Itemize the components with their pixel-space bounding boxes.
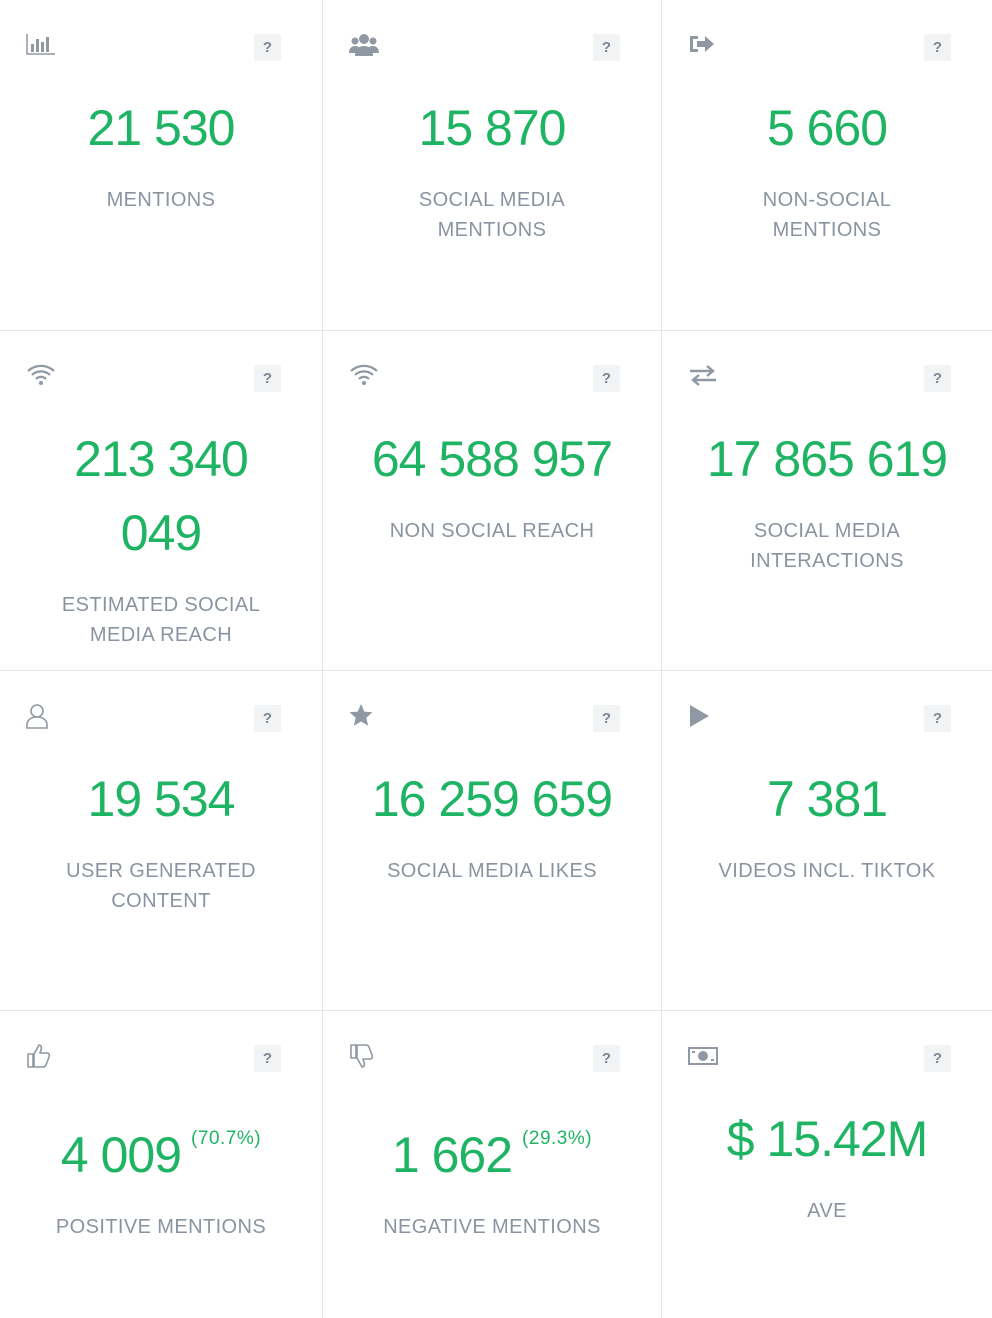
metric-tile: ? 15 870 SOCIAL MEDIA MENTIONS bbox=[323, 0, 662, 331]
metric-label: MENTIONS bbox=[106, 189, 216, 211]
help-button[interactable]: ? bbox=[924, 365, 951, 392]
metric-value: 213 340 049 bbox=[30, 422, 292, 570]
metric-label: NON SOCIAL REACH bbox=[389, 520, 595, 542]
metric-number: 7 381 bbox=[766, 771, 888, 827]
metric-icon bbox=[26, 363, 56, 389]
metric-icon bbox=[349, 1043, 379, 1069]
help-button[interactable]: ? bbox=[593, 34, 620, 61]
help-button[interactable]: ? bbox=[254, 365, 281, 392]
help-button[interactable]: ? bbox=[924, 34, 951, 61]
metric-value: 5 660 bbox=[692, 91, 962, 165]
metric-number: 19 534 bbox=[87, 771, 236, 827]
metric-tile: ? 7 381 VIDEOS INCL. TIKTOK bbox=[662, 671, 992, 1011]
metric-label: NON-SOCIAL MENTIONS bbox=[762, 189, 892, 241]
metric-share: (70.7%) bbox=[191, 1128, 262, 1149]
metric-value: $ 15.42M bbox=[692, 1102, 962, 1176]
metric-value: 7 381 bbox=[692, 762, 962, 836]
metric-tile: ? 17 865 619 SOCIAL MEDIA INTERACTIONS bbox=[662, 331, 992, 671]
metric-number: 213 340 049 bbox=[74, 431, 249, 561]
metric-number: 21 530 bbox=[87, 100, 236, 156]
metric-label: USER GENERATED CONTENT bbox=[66, 860, 256, 912]
metric-number: 64 588 957 bbox=[371, 431, 613, 487]
metric-icon bbox=[26, 1043, 56, 1069]
metric-tile: ? 1 662 (29.3%) NEGATIVE MENTIONS bbox=[323, 1011, 662, 1318]
metric-number: 15 870 bbox=[418, 100, 567, 156]
metric-icon bbox=[26, 703, 56, 729]
help-button[interactable]: ? bbox=[593, 1045, 620, 1072]
metric-label: VIDEOS INCL. TIKTOK bbox=[718, 860, 936, 882]
metric-tile: ? 21 530 MENTIONS bbox=[0, 0, 323, 331]
help-button[interactable]: ? bbox=[593, 365, 620, 392]
metric-icon bbox=[688, 32, 718, 58]
metric-label: POSITIVE MENTIONS bbox=[55, 1216, 267, 1238]
metric-label: SOCIAL MEDIA INTERACTIONS bbox=[750, 520, 904, 572]
metric-value: 1 662 (29.3%) bbox=[353, 1102, 631, 1192]
metric-value: 21 530 bbox=[30, 91, 292, 165]
metric-value: 16 259 659 bbox=[353, 762, 631, 836]
metric-label: SOCIAL MEDIA MENTIONS bbox=[418, 189, 566, 241]
help-button[interactable]: ? bbox=[593, 705, 620, 732]
metric-icon bbox=[688, 363, 718, 389]
metric-label: AVE bbox=[807, 1200, 847, 1222]
metric-tile: ? 19 534 USER GENERATED CONTENT bbox=[0, 671, 323, 1011]
metric-share: (29.3%) bbox=[522, 1128, 593, 1149]
metric-icon bbox=[349, 703, 379, 729]
metric-icon bbox=[349, 32, 379, 58]
metric-value: 17 865 619 bbox=[692, 422, 962, 496]
metric-number: 4 009 bbox=[60, 1127, 182, 1183]
metric-value: 19 534 bbox=[30, 762, 292, 836]
metric-tile: ? 5 660 NON-SOCIAL MENTIONS bbox=[662, 0, 992, 331]
metric-icon bbox=[688, 1043, 718, 1069]
help-button[interactable]: ? bbox=[924, 1045, 951, 1072]
metric-icon bbox=[26, 32, 56, 58]
metric-label: NEGATIVE MENTIONS bbox=[383, 1216, 601, 1238]
metric-tile: ? $ 15.42M AVE bbox=[662, 1011, 992, 1318]
metric-icon bbox=[688, 703, 718, 729]
help-button[interactable]: ? bbox=[254, 1045, 281, 1072]
metric-tile: ? 4 009 (70.7%) POSITIVE MENTIONS bbox=[0, 1011, 323, 1318]
help-button[interactable]: ? bbox=[924, 705, 951, 732]
metric-label: ESTIMATED SOCIAL MEDIA REACH bbox=[61, 594, 261, 646]
metric-number: 5 660 bbox=[766, 100, 888, 156]
metric-label: SOCIAL MEDIA LIKES bbox=[387, 860, 597, 882]
metric-icon bbox=[349, 363, 379, 389]
metric-tile: ? 64 588 957 NON SOCIAL REACH bbox=[323, 331, 662, 671]
metric-number: 16 259 659 bbox=[371, 771, 613, 827]
metric-tile: ? 213 340 049 ESTIMATED SOCIAL MEDIA REACH bbox=[0, 331, 323, 671]
metric-number: 1 662 bbox=[391, 1127, 513, 1183]
metric-value: 64 588 957 bbox=[353, 422, 631, 496]
help-button[interactable]: ? bbox=[254, 34, 281, 61]
metric-value: 4 009 (70.7%) bbox=[30, 1102, 292, 1192]
metric-number: 17 865 619 bbox=[706, 431, 948, 487]
metric-value: 15 870 bbox=[353, 91, 631, 165]
metric-tile: ? 16 259 659 SOCIAL MEDIA LIKES bbox=[323, 671, 662, 1011]
help-button[interactable]: ? bbox=[254, 705, 281, 732]
metric-number: $ 15.42M bbox=[726, 1111, 928, 1167]
